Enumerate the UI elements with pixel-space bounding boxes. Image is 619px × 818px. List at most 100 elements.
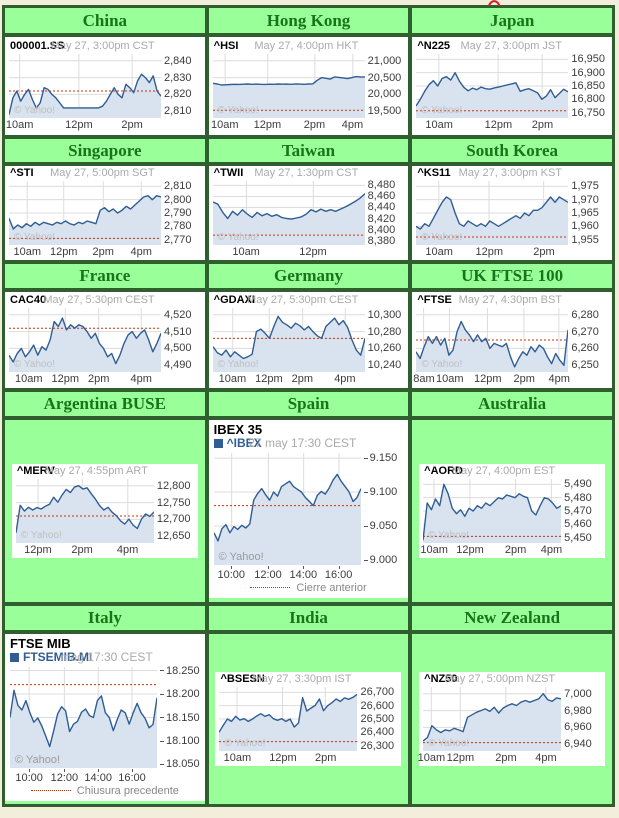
price-area [9,74,161,118]
country-name: Spain [287,394,330,413]
y-axis-label: 2,830 [164,71,192,84]
x-tick-mark [98,769,100,772]
x-axis-label: 12pm [456,544,484,556]
chart-header: ^KS11 May 27, 3:00pm KST [412,166,612,181]
ticker-label: ^HSI [213,40,239,52]
country-name: China [82,10,128,30]
chart-header: 000001.SS May 27, 3:00pm CST [5,39,205,54]
y-axis-label: 10,260 [367,342,402,355]
yahoo-watermark: © Yahoo! [217,359,259,370]
chart-header: ^HSI May 27, 4:00pm HKT [209,39,409,54]
x-axis-label: 2pm [504,544,527,556]
chart-timestamp: May 27, 4:00pm HKT [254,40,359,52]
x-axis-label: 10am [436,373,464,385]
x-axis-row: 10am 12pm 2pm 4pm [9,246,161,260]
x-axis-label: 4pm [130,373,152,385]
x-axis-row: 10am 12pm 2pm 4pm [211,119,365,133]
y-tick-mark [160,764,164,766]
y-axis-label: 5,490 [564,478,592,491]
x-axis-label: 2pm [87,373,110,385]
chart-new-zealand: ^NZ50 May 27, 5:00pm NZST © Yahoo! 7,000 6,9… [418,672,606,766]
ticker-label: CAC40 [10,294,47,306]
y-axis-label: 16,950 [571,53,605,66]
price-area [9,195,161,245]
x-axis-label: 10am [425,246,453,258]
x-axis-row: 10am 12pm 2pm [416,246,568,260]
x-axis-row: 10am 12pm 2pm [219,752,357,766]
y-axis-label: 6,270 [571,325,599,338]
y-axis-label: 1,960 [571,220,599,233]
y-axis-label: 18.150 [160,712,200,724]
x-axis-label: 10am [13,246,41,258]
x-axis-row: 10am 12pm [213,246,365,260]
x-axis-label: 10am [211,119,239,131]
country-name: Taiwan [281,140,336,160]
chart-cell-china: 000001.SS May 27, 3:00pm CST © Yahoo! 2,840… [3,35,207,137]
y-axis-label: 18.100 [160,735,200,747]
y-axis-label: 2,840 [164,54,192,67]
y-axis-label: 26,600 [360,699,395,712]
y-axis-label: 8,380 [367,234,396,247]
price-line [212,193,365,220]
chart-legend: FTSEMIB.MI mag 17:30 CEST [5,651,205,664]
chart-taiwan: ^TWII May 27, 1:30pm CST © Yahoo! 8,480 8,46… [208,166,409,260]
x-axis-label: 12pm [51,373,79,385]
country-header-taiwan: Taiwan [206,137,411,164]
x-axis-label: 2pm [533,246,555,258]
country-header-south-korea: South Korea [410,137,614,164]
y-axis-label: 26,700 [360,686,395,699]
x-axis-row: 10am 12pm 2pm 4pm [420,544,562,558]
x-axis-label: 10am [232,246,260,258]
x-tick-mark [268,566,270,569]
chart-cell-france: CAC40 May 27, 5:30pm CEST © Yahoo! 4,520 4,5… [3,290,207,390]
y-axis-label: 16,750 [571,106,605,119]
y-axis-label: 6,280 [571,308,599,321]
price-area [213,474,361,565]
x-axis-label: 12:00 [50,772,79,784]
chart-cell-hong-kong: ^HSI May 27, 4:00pm HKT © Yahoo! 21,000 20,5… [206,35,411,137]
x-axis-label: 10:00 [15,772,43,784]
y-tick-mark [363,525,368,527]
x-axis-label: 2pm [303,119,326,131]
y-axis-label: 26,300 [360,739,395,752]
x-axis-label: 12pm [49,246,78,258]
x-axis-row: 8am 10am 12pm 2pm 4pm [413,373,570,387]
y-axis-label: 10,240 [367,359,402,372]
y-tick-mark [160,693,164,695]
chart-timestamp: May 27, 3:30pm IST [252,673,352,685]
y-axis-label: 26,400 [360,726,395,739]
x-axis-label: 12pm [65,119,93,131]
y-axis-label: 16,850 [571,80,605,92]
chart-header: ^MERV May 27, 4:55pm ART [12,464,198,479]
price-line [416,196,569,230]
x-axis-label: 10am [218,373,247,385]
y-axis-label: 2,810 [164,105,192,118]
plot-canvas-germany [212,308,365,372]
country-name: Japan [489,10,535,30]
prev-close-legend-sample [30,790,71,791]
x-axis-label: 2pm [315,752,337,764]
x-axis-label: 12pm [484,119,513,131]
yahoo-watermark: © Yahoo! [217,232,259,243]
yahoo-watermark: © Yahoo! [421,232,463,243]
x-axis-label: 2pm [291,373,314,385]
country-header-italy: Italy [3,604,207,632]
chart-argentina-buse: ^MERV May 27, 4:55pm ART © Yahoo! 12,800 12,… [11,464,198,558]
chart-hong-kong: ^HSI May 27, 4:00pm HKT © Yahoo! 21,000 20,5… [208,39,409,133]
price-area [416,72,569,118]
x-axis-label: 4pm [535,752,557,764]
x-axis-label: 14:00 [84,772,112,784]
chart-header: ^TWII May 27, 1:30pm CST [209,166,409,181]
ticker-label: ^STI [10,167,34,179]
price-line [15,485,154,534]
x-axis-row: 10am 12pm 2pm [416,119,568,133]
footer-legend: Cierre anterior [209,582,409,594]
country-header-argentina-buse: Argentina BUSE [3,390,207,418]
yahoo-watermark: © Yahoo! [421,105,463,116]
chart-singapore: ^STI May 27, 5:00pm SGT © Yahoo! 2,810 2,800… [5,166,205,260]
country-name: Germany [274,266,343,285]
price-line [9,195,161,230]
country-header-china: China [3,6,207,35]
plot-area: © Yahoo! [416,181,569,245]
ticker-label: ^TWII [213,167,244,179]
